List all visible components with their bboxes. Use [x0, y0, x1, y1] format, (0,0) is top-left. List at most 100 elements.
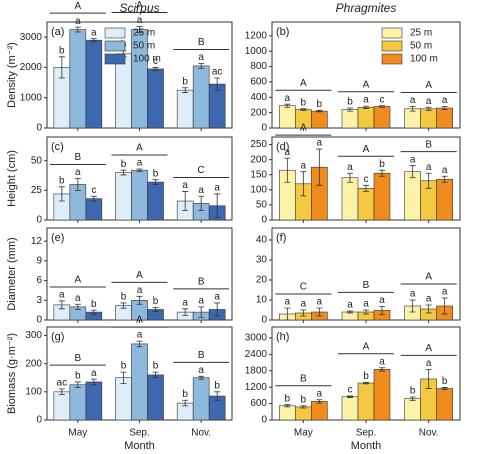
bar-letter: b [59, 175, 65, 186]
y-tick-label: 0 [261, 215, 267, 226]
error-bar [441, 297, 448, 315]
legend-label: 25 m [133, 28, 155, 39]
error-bar [347, 395, 353, 398]
bar-letter: b [363, 371, 369, 382]
bar-letter: a [91, 368, 97, 379]
group-letter: B [74, 353, 81, 364]
bar [69, 384, 87, 421]
bar-letter: a [75, 167, 81, 178]
y-tick-label: 100 [250, 184, 267, 195]
bar-letter: b [301, 97, 307, 108]
y-tick-label: 0 [36, 315, 42, 326]
bar [436, 107, 453, 129]
y-tick-label: 600 [250, 77, 267, 88]
bar-letter: a [75, 293, 81, 304]
y-tick-label: 12 [31, 236, 43, 247]
bar [404, 108, 421, 129]
error-bar [379, 306, 385, 315]
error-bar [182, 191, 189, 211]
error-bar [316, 307, 323, 317]
bar [147, 374, 164, 421]
bar-letter: a [317, 297, 323, 308]
error-bar [136, 340, 143, 348]
bar [436, 178, 453, 221]
legend-label: 50 m [133, 41, 155, 52]
y-tick-label: 1800 [245, 365, 268, 376]
bar-letter: a [442, 287, 448, 298]
error-bar [120, 371, 127, 384]
group-letter: A [136, 143, 143, 154]
bar [115, 172, 132, 221]
bar-letter: b [442, 376, 448, 387]
bar-letter: a [442, 165, 448, 176]
error-bar [90, 38, 97, 43]
x-tick-label: Sep. [356, 428, 377, 439]
error-bar [347, 310, 353, 314]
legend-label: 50 m [410, 41, 432, 52]
bar [341, 109, 359, 129]
error-bar [136, 168, 143, 172]
error-bar [379, 367, 385, 372]
bar [85, 39, 103, 129]
bar-letter: a [317, 138, 323, 149]
bar-letter: a [379, 295, 385, 306]
error-bar [316, 109, 323, 113]
group-letter: A [425, 272, 432, 283]
y-tick-label: 150 [250, 169, 267, 180]
bar [147, 68, 164, 129]
error-bar [441, 387, 448, 391]
bar [357, 106, 375, 129]
group-letter: B [363, 280, 370, 291]
error-bar [300, 171, 307, 197]
y-tick-label: 2000 [20, 62, 43, 73]
error-bar [136, 26, 143, 33]
bar-letter: c [364, 174, 369, 185]
group-letter: A [74, 1, 81, 12]
group-letter: A [363, 79, 370, 90]
bar-letter: c [348, 385, 353, 396]
group-letter: C [300, 282, 307, 293]
error-bar [409, 396, 416, 401]
legend-label: 100 m [410, 54, 438, 65]
error-bar [152, 179, 159, 185]
bar [420, 108, 437, 129]
group-letter: B [74, 152, 81, 163]
x-axis-label: Month [124, 440, 155, 452]
legend-swatch [104, 53, 126, 65]
error-bar [409, 106, 416, 112]
panel-label: (a) [51, 26, 64, 38]
panel-label: (d) [276, 141, 289, 153]
error-bar [182, 399, 189, 407]
group-letter: B [300, 373, 307, 384]
y-tick-label: 50 [31, 155, 43, 166]
group-letter: A [300, 78, 307, 89]
bar-letter: b [317, 99, 323, 110]
bar-letter: a [410, 289, 416, 300]
y-tick-label: 100 [25, 386, 42, 397]
error-bar [363, 105, 369, 109]
error-bar [120, 302, 127, 309]
bar-letter: a [426, 294, 432, 305]
x-tick-label: Sep. [129, 428, 150, 439]
group-letter: B [425, 139, 432, 150]
bar [147, 181, 164, 221]
bar-letter: b [410, 386, 416, 397]
bar [357, 188, 375, 221]
group-letter: B [198, 37, 205, 48]
bar-letter: a [426, 96, 432, 107]
bar [436, 388, 453, 421]
error-bar [120, 169, 127, 176]
bar-letter: a [285, 147, 291, 158]
y-tick-label: 0 [36, 123, 42, 134]
error-bar [214, 302, 221, 317]
y-tick-label: 0 [261, 415, 267, 426]
bar-letter: a [347, 162, 353, 173]
bar-letter: b [182, 389, 188, 400]
bar [279, 405, 296, 421]
bar-letter: a [363, 299, 369, 310]
y-tick-label: 10 [256, 295, 268, 306]
bar [85, 381, 103, 421]
y-tick-label: 600 [250, 398, 267, 409]
y-tick-label: 300 [25, 330, 42, 341]
column-title: Phragmites [336, 1, 397, 15]
